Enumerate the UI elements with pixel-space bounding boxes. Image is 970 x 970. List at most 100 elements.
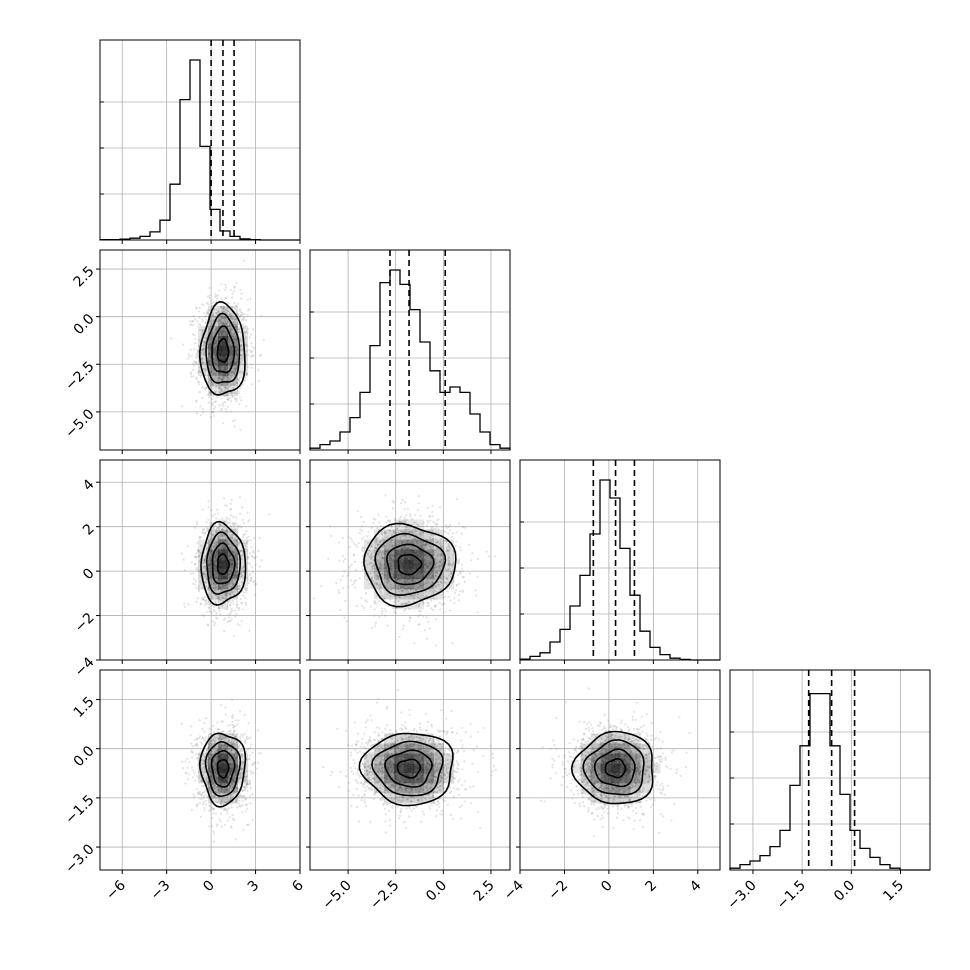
sample-point	[224, 535, 227, 538]
sample-point	[335, 582, 338, 585]
sample-point	[238, 316, 241, 319]
sample-point	[224, 598, 227, 601]
sample-point	[206, 760, 210, 763]
sample-point	[434, 585, 438, 588]
sample-point	[211, 580, 215, 583]
sample-point	[223, 319, 227, 322]
sample-point	[244, 325, 247, 328]
sample-point	[204, 574, 207, 577]
density-cell	[208, 579, 218, 590]
density-cell	[414, 599, 424, 610]
contour-line	[205, 531, 241, 595]
sample-point	[206, 588, 209, 591]
sample-point	[213, 513, 216, 516]
contour-line	[397, 553, 423, 576]
sample-point	[227, 748, 230, 751]
sample-point	[221, 524, 224, 527]
sample-point	[435, 527, 438, 530]
sample-point	[376, 583, 379, 586]
sample-point	[211, 384, 214, 387]
sample-point	[362, 521, 365, 524]
density-cell	[424, 539, 434, 550]
density-cell	[374, 559, 384, 570]
sample-point	[409, 587, 412, 590]
sample-point	[233, 571, 236, 574]
sample-point	[402, 546, 406, 550]
sample-point	[235, 367, 238, 370]
sample-point	[415, 540, 418, 543]
sample-point	[401, 521, 404, 524]
sample-point	[215, 384, 218, 387]
sample-point	[197, 310, 200, 313]
sample-point	[221, 599, 225, 602]
sample-point	[375, 547, 378, 550]
sample-point	[210, 549, 213, 552]
sample-point	[236, 542, 240, 545]
density-cell	[218, 346, 228, 356]
sample-point	[361, 550, 364, 553]
sample-point	[203, 581, 207, 584]
sample-point	[242, 318, 245, 321]
sample-point	[439, 581, 442, 584]
sample-point	[344, 600, 347, 603]
sample-point	[187, 773, 191, 776]
sample-point	[225, 527, 228, 530]
sample-point	[221, 545, 224, 548]
sample-point	[367, 530, 370, 533]
sample-point	[230, 534, 233, 537]
sample-point	[404, 608, 407, 611]
density-cell	[384, 579, 394, 590]
sample-point	[202, 738, 205, 741]
sample-point	[376, 537, 379, 540]
sample-point	[221, 604, 224, 607]
sample-point	[195, 355, 198, 358]
sample-point	[206, 547, 209, 550]
sample-point	[207, 361, 210, 365]
sample-point	[313, 597, 316, 600]
sample-point	[369, 546, 372, 549]
sample-point	[214, 790, 217, 793]
sample-point	[188, 761, 191, 764]
sample-point	[206, 588, 209, 591]
sample-point	[211, 331, 214, 334]
sample-point	[233, 332, 236, 335]
sample-point	[227, 325, 230, 328]
sample-point	[223, 630, 226, 633]
sample-point	[227, 571, 230, 575]
sample-point	[209, 355, 212, 358]
sample-point	[220, 825, 223, 828]
sample-point	[198, 316, 201, 319]
sample-point	[219, 587, 222, 591]
sample-point	[215, 294, 218, 298]
sample-point	[219, 320, 222, 323]
sample-point	[225, 323, 228, 326]
sample-point	[218, 390, 221, 393]
sample-point	[220, 322, 223, 325]
sample-point	[246, 783, 249, 786]
sample-point	[431, 529, 434, 532]
sample-point	[203, 369, 206, 372]
sample-point	[203, 531, 206, 534]
sample-point	[229, 313, 232, 316]
sample-point	[435, 523, 438, 526]
sample-point	[228, 315, 231, 318]
sample-point	[351, 583, 354, 586]
sample-point	[206, 393, 209, 396]
sample-point	[370, 577, 373, 581]
density-cell	[444, 569, 454, 580]
sample-point	[206, 547, 209, 550]
sample-point	[209, 557, 212, 560]
sample-point	[218, 289, 221, 292]
sample-point	[219, 579, 223, 582]
sample-point	[434, 574, 437, 578]
sample-point	[391, 554, 394, 557]
sample-point	[215, 365, 218, 368]
sample-point	[397, 588, 400, 591]
sample-point	[237, 778, 240, 781]
sample-point	[414, 537, 417, 540]
sample-point	[231, 733, 234, 736]
sample-point	[226, 382, 230, 385]
sample-point	[403, 609, 406, 612]
sample-point	[435, 561, 438, 564]
density-cell	[208, 346, 218, 356]
